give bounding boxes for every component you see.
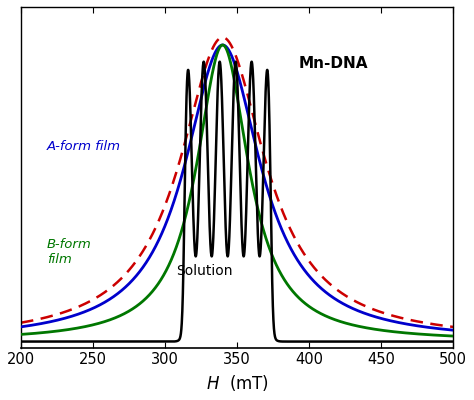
Text: Mn-DNA: Mn-DNA	[299, 56, 368, 71]
Text: B-form
film: B-form film	[47, 238, 91, 266]
Text: Solution: Solution	[176, 264, 233, 278]
X-axis label: $H$  (mT): $H$ (mT)	[206, 373, 269, 393]
Text: A-form film: A-form film	[47, 140, 121, 153]
